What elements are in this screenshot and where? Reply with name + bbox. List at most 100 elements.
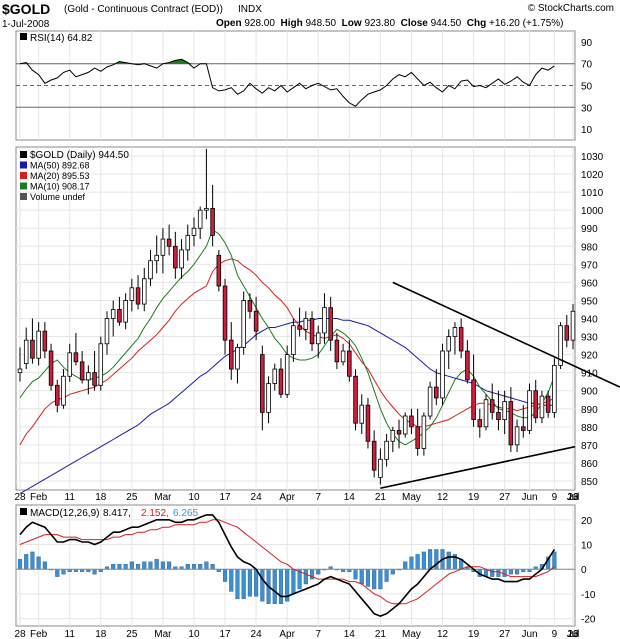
macd-histogram-bar [167,561,172,570]
candle-up [539,395,545,419]
resistance-trendline [392,281,620,388]
y-tick-label: 970 [581,260,598,271]
candle-up [527,390,532,431]
candle-down [135,287,141,305]
candle-up [514,426,520,446]
low-label: Low [341,18,362,29]
candle-down [55,384,60,406]
candle-up [179,249,184,269]
price-legend-swatch [20,151,27,158]
macd-histogram-bar [24,554,29,570]
x-tick-label: Feb [30,492,48,503]
macd-histogram-bar [378,569,383,590]
macd-histogram-bar [372,569,377,590]
y-tick-label: 10 [581,541,593,552]
y-tick-label: 980 [581,242,598,253]
x-tick-label: Mar [154,629,172,639]
candle-up [384,440,389,460]
macd-histogram-bar [247,569,252,597]
macd-histogram-bar [421,551,426,570]
x-tick-label: 9 [552,492,558,503]
macd-histogram-bar [129,561,134,570]
open-label: Open [216,18,242,29]
x-tick-label: 7 [315,629,321,639]
candle-down [365,404,371,442]
x-tick-label: 16 [567,629,579,639]
macd-histogram-bar [154,559,159,570]
candle-down [409,415,414,428]
price-legend-swatch [20,172,27,179]
y-tick-label: 890 [581,405,598,416]
macd-histogram-bar [229,569,234,592]
macd-histogram-bar [61,569,66,575]
x-tick-label: 23 [567,629,579,639]
price-legend-label: MA(10) 908.17 [30,182,90,192]
candle-up [558,325,563,366]
y-tick-label: 930 [581,333,598,344]
candle-down [166,238,172,247]
candle-up [303,318,309,330]
candle-down [545,395,551,413]
y-tick-label: 1020 [581,170,604,181]
macd-legend-value: 6.265 [173,508,198,519]
candle-down [216,254,222,287]
y-tick-label: 90 [581,38,593,49]
y-tick-label: 910 [581,369,598,380]
y-tick-label: 20 [581,516,593,527]
candle-up [160,238,166,256]
macd-histogram-bar [303,569,308,585]
macd-histogram-bar [428,549,433,570]
x-tick-label: 10 [188,629,200,639]
macd-histogram-bar [30,551,35,570]
x-tick-label: 7 [315,492,321,503]
candle-up [148,260,153,280]
y-tick-label: 960 [581,278,598,289]
macd-histogram-bar [446,551,451,570]
macd-histogram-bar [17,559,23,570]
y-tick-label: 900 [581,387,598,398]
candle-down [278,368,284,395]
x-tick-label: 19 [468,492,480,503]
y-tick-label: -20 [581,615,596,626]
macd-histogram-bar [92,569,97,575]
candle-down [521,426,526,431]
x-tick-label: 18 [95,492,107,503]
x-tick-label: 21 [375,629,387,639]
macd-histogram-bar [222,569,228,582]
macd-histogram-bar [55,569,60,577]
ohlc-readout: Open 928.00 High 948.50 Low 923.80 Close… [216,18,564,29]
macd-histogram-bar [502,569,507,577]
candle-down [334,339,340,363]
candle-up [129,287,135,301]
candle-down [42,330,48,352]
x-tick-label: 17 [219,629,231,639]
candle-down [371,440,377,471]
macd-histogram-bar [403,561,408,570]
candle-up [570,310,576,341]
candle-down [496,411,501,420]
y-tick-label: 10 [581,125,593,136]
candle-up [390,430,396,442]
candle-down [465,350,470,381]
price-legend-swatch [20,182,27,190]
y-tick-label: 860 [581,459,598,470]
low-value: 923.80 [364,18,396,29]
candle-up [446,336,451,352]
macd-histogram-bar [353,569,358,580]
y-tick-label: 950 [581,296,598,307]
macd-histogram-bar [235,569,240,600]
chg-label: Chg [466,18,487,29]
macd-signal-line [19,519,555,605]
rsi-title: RSI(14) 64.82 [30,33,93,44]
macd-legend-label: MACD(12,26,9) [30,508,99,519]
y-tick-label: 0 [581,565,587,576]
macd-histogram-bar [415,554,420,570]
candle-down [328,307,333,341]
candle-up [552,365,557,413]
x-tick-label: 23 [567,492,579,503]
x-tick-label: 28 [14,629,26,639]
candle-down [79,361,85,381]
candle-down [260,354,265,413]
y-tick-label: 880 [581,423,598,434]
candle-up [266,383,271,413]
